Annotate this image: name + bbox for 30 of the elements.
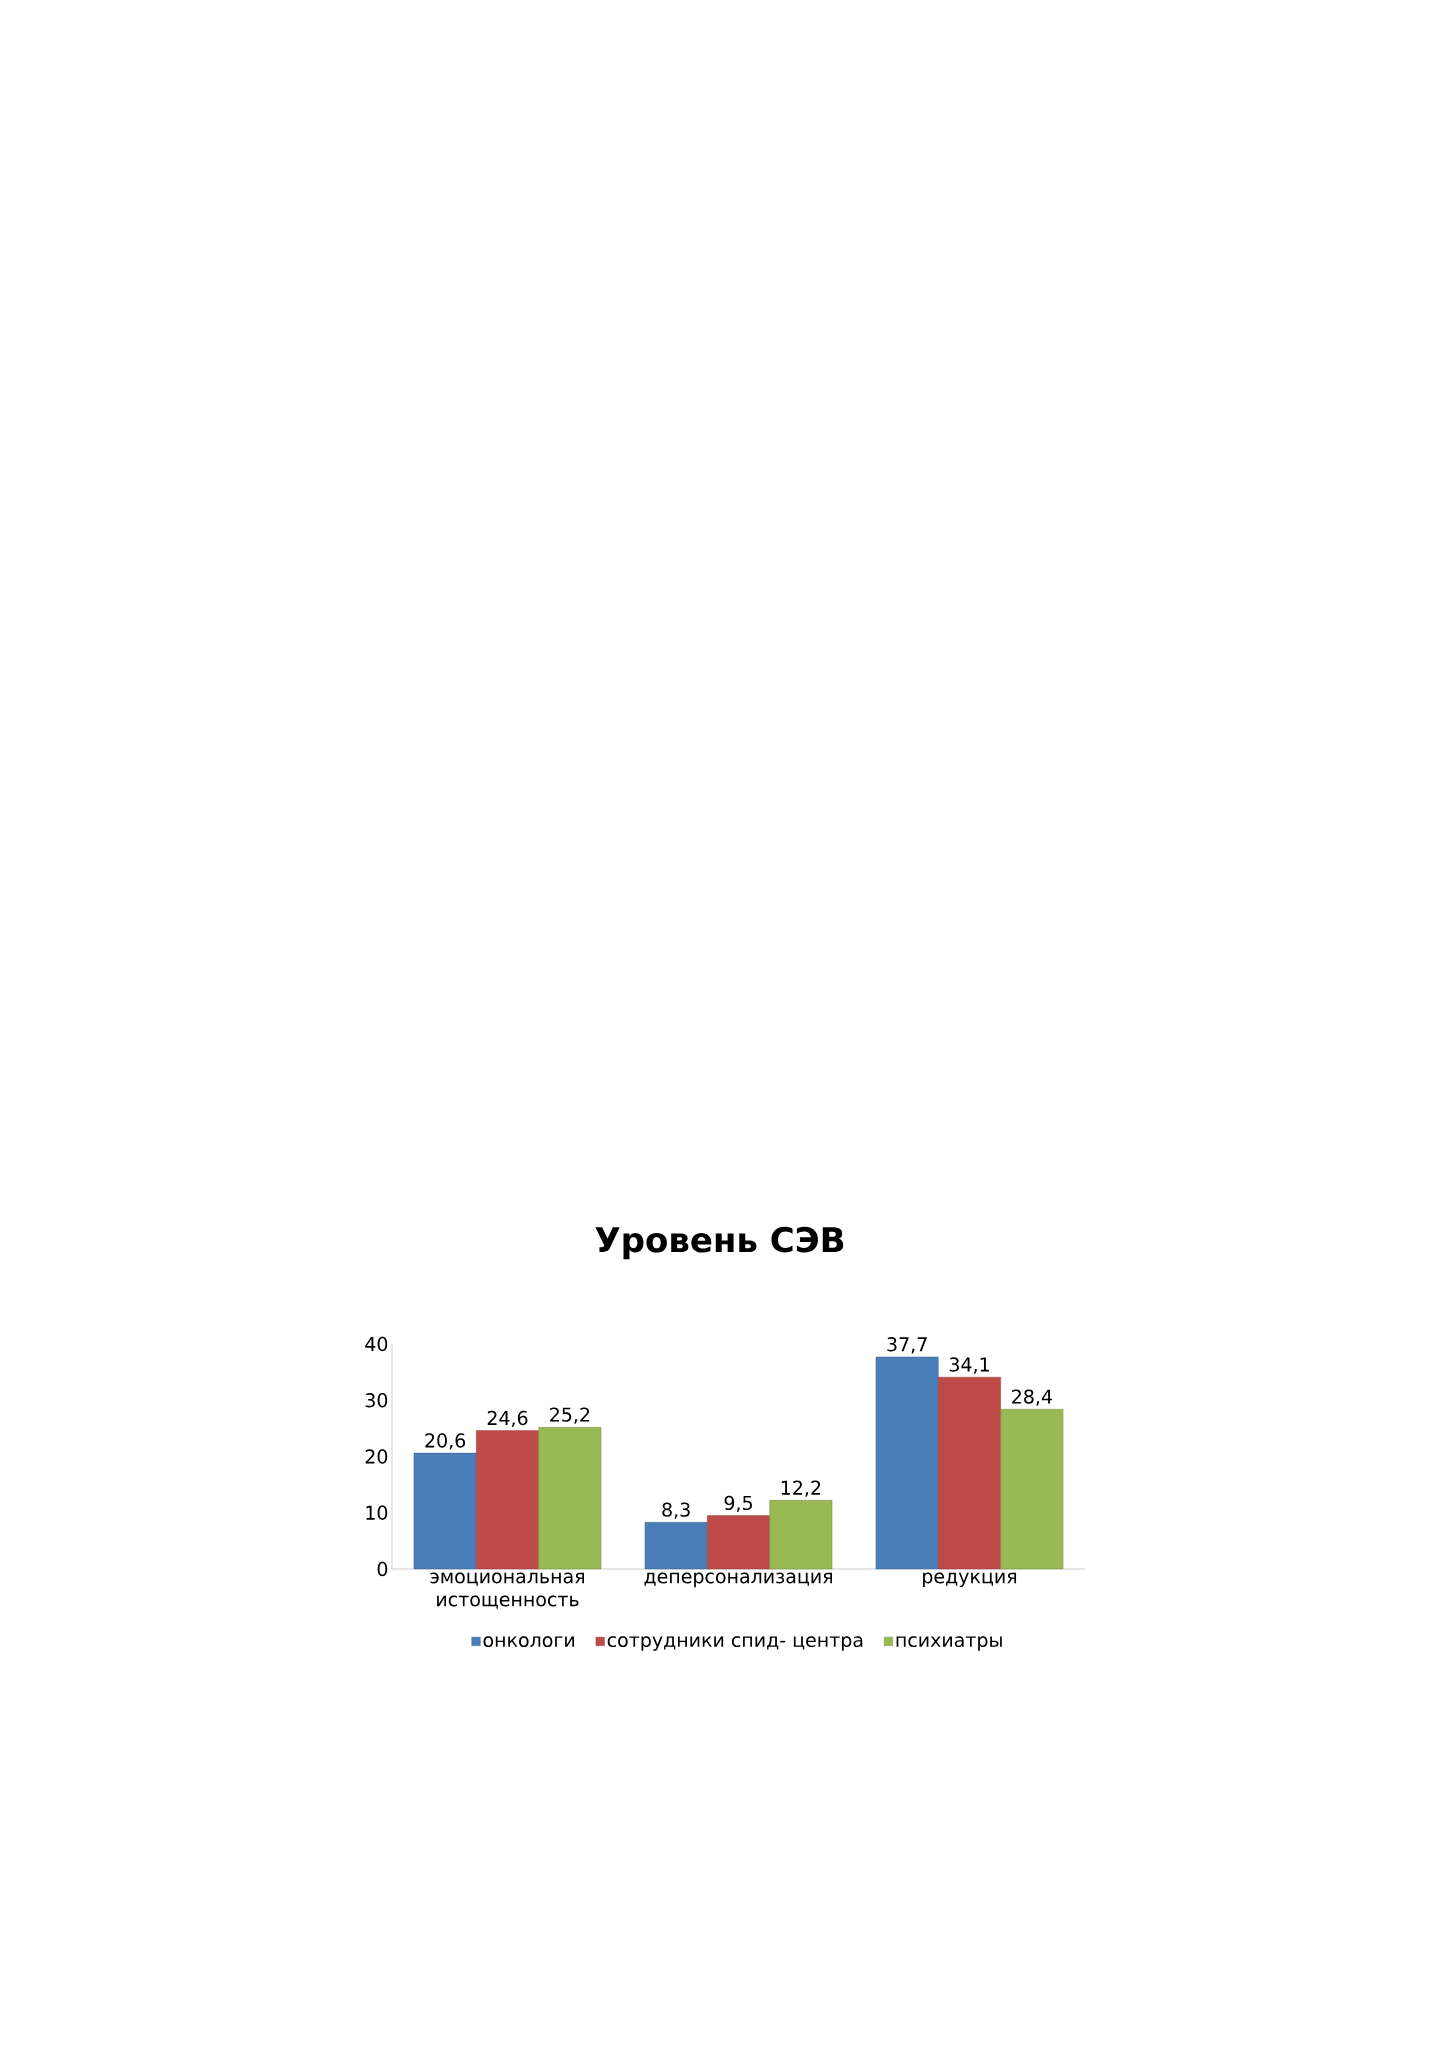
bar bbox=[476, 1430, 539, 1570]
data-label: 34,1 bbox=[949, 1357, 989, 1374]
bar bbox=[413, 1452, 477, 1570]
y-tick-label: 20 bbox=[365, 1449, 388, 1464]
data-label: 8,3 bbox=[662, 1502, 690, 1519]
y-tick-label: 40 bbox=[365, 1336, 388, 1352]
data-label: 9,5 bbox=[724, 1495, 752, 1513]
data-label: 12,2 bbox=[781, 1480, 821, 1497]
bar bbox=[538, 1427, 602, 1570]
y-tick-label: 10 bbox=[366, 1505, 388, 1520]
y-tick-label: 30 bbox=[365, 1393, 388, 1408]
legend-label: онкологи bbox=[483, 1636, 574, 1648]
x-tick-label: деперсонализация bbox=[644, 1572, 832, 1588]
data-label: 37,7 bbox=[887, 1337, 927, 1354]
data-label: 25,2 bbox=[550, 1407, 590, 1424]
chart-title: Уровень СЭВ bbox=[595, 1226, 844, 1260]
data-label: 20,6 bbox=[425, 1433, 466, 1450]
bar bbox=[707, 1515, 770, 1570]
data-label: 24,6 bbox=[487, 1410, 528, 1428]
bar bbox=[938, 1376, 1001, 1570]
bar bbox=[875, 1356, 939, 1570]
y-tick-label: 0 bbox=[377, 1561, 388, 1577]
legend-label: сотрудники спид- центра bbox=[607, 1636, 863, 1651]
legend-label: психиатры bbox=[896, 1636, 1002, 1651]
bar bbox=[769, 1500, 833, 1570]
bar bbox=[644, 1522, 708, 1570]
x-tick-label: эмоциональная истощенность bbox=[430, 1572, 584, 1609]
data-label: 28,4 bbox=[1012, 1389, 1052, 1406]
x-tick-label: редукция bbox=[923, 1572, 1017, 1588]
bar bbox=[1000, 1409, 1064, 1570]
